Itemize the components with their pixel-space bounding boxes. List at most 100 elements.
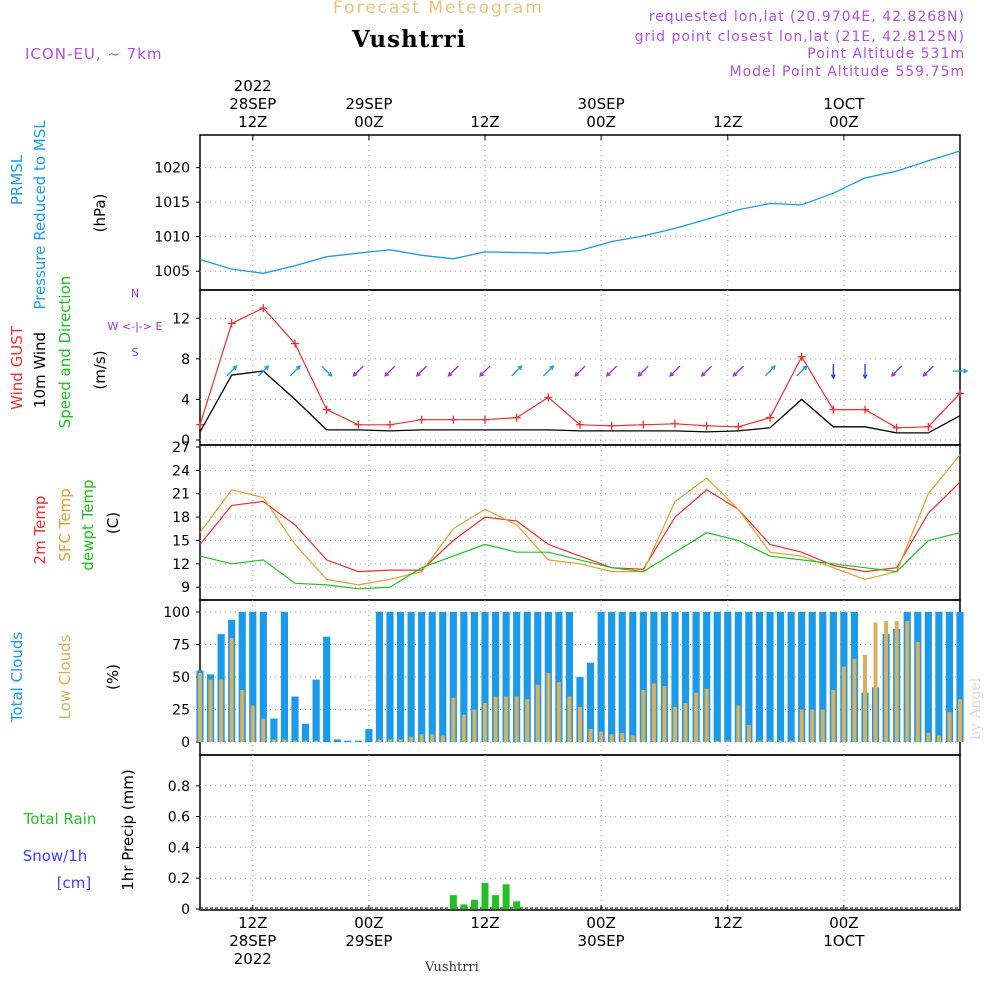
y-tick-label: 0 <box>181 735 190 751</box>
total-cloud-bar <box>428 612 436 742</box>
wind-direction-arrow <box>511 365 523 377</box>
total-cloud-bar <box>513 612 521 742</box>
total-cloud-bar <box>396 612 405 742</box>
y-tick-label: 25 <box>172 703 190 719</box>
gust-marker <box>449 415 458 424</box>
snow-unit: [cm] <box>57 874 92 892</box>
rain-bar <box>460 904 468 909</box>
arrow-head <box>732 371 738 377</box>
low-cloud-bar <box>546 673 551 742</box>
low-cloud-bar <box>831 690 836 742</box>
y-tick-label: 50 <box>172 670 190 686</box>
low-cloud-bar <box>957 699 963 742</box>
clouds-unit: (%) <box>104 664 122 690</box>
total-cloud-bar <box>270 718 278 742</box>
gust-marker <box>734 422 743 431</box>
total-cloud-bar <box>586 662 595 742</box>
low-cloud-bar <box>197 673 203 742</box>
arrow-head <box>264 365 270 371</box>
arrow-shaft <box>416 365 428 377</box>
total-cloud-bar <box>639 612 647 742</box>
low-cloud-bar <box>525 699 530 742</box>
gust-marker <box>291 339 299 348</box>
gust-marker <box>956 389 964 398</box>
bottom-time-label: 12Z <box>713 914 742 932</box>
snow-title: Snow/1h <box>23 847 88 865</box>
low-cloud-bar <box>482 703 488 742</box>
total-cloud-bar <box>787 612 795 742</box>
y-tick-label: 18 <box>172 510 190 526</box>
bottom-time-label: 00Z <box>354 914 383 932</box>
top-time-label: 2022 <box>234 77 272 95</box>
arrow-shaft <box>732 365 744 377</box>
bottom-time-label: 28SEP <box>229 932 276 950</box>
wind-10m-title: 10m Wind <box>31 332 49 408</box>
gust-marker <box>766 413 774 422</box>
total-cloud-bar <box>671 612 679 742</box>
low-cloud-bar <box>588 729 593 742</box>
top-time-label: 12Z <box>470 113 499 131</box>
gust-marker <box>417 415 426 424</box>
gust-marker <box>196 420 204 429</box>
arrow-head <box>605 371 611 377</box>
point-altitude: Point Altitude 531m <box>807 46 965 62</box>
low-cloud-bar <box>398 739 403 742</box>
low-cloud-bar <box>440 735 445 742</box>
y-tick-label: 1010 <box>154 230 190 246</box>
low-cloud-bar <box>778 740 783 742</box>
pressure-title-short: PRMSL <box>8 154 26 205</box>
temp-unit: (C) <box>104 512 122 534</box>
total-cloud-bar <box>291 696 299 742</box>
total-cloud-bar <box>481 612 489 742</box>
top-time-label: 00Z <box>586 113 615 131</box>
low-cloud-bar <box>947 712 952 742</box>
total-cloud-bar <box>924 612 932 742</box>
total-cloud-bar <box>819 612 827 742</box>
top-time-label: 12Z <box>713 113 742 131</box>
top-time-label: 30SEP <box>578 95 625 113</box>
compass-south: S <box>132 346 139 359</box>
total-cloud-bar <box>808 612 816 742</box>
low-cloud-bar <box>789 740 794 742</box>
arrow-shaft <box>574 365 586 377</box>
low-cloud-bar <box>694 692 699 742</box>
gust-marker <box>227 319 236 328</box>
top-time-label: 28SEP <box>229 95 276 113</box>
arrow-shaft <box>226 365 238 377</box>
total-cloud-bar <box>386 612 394 742</box>
total-cloud-bar <box>439 612 447 742</box>
low-cloud-bar <box>451 697 456 742</box>
rain-bar <box>449 895 457 909</box>
y-tick-label: 9 <box>181 580 190 596</box>
low-cloud-bar <box>936 735 941 742</box>
arrow-head <box>327 371 333 377</box>
y-tick-label: 12 <box>172 311 190 327</box>
low-cloud-bar <box>504 696 509 742</box>
location-title: Vushtrri <box>352 26 467 53</box>
arrow-head <box>890 371 896 377</box>
bottom-time-label: 00Z <box>829 914 858 932</box>
low-cloud-bar <box>620 732 625 742</box>
low-cloud-bar <box>641 690 646 742</box>
arrow-shaft <box>701 365 713 377</box>
low-cloud-bar <box>556 682 561 742</box>
total-cloud-bar <box>460 612 468 742</box>
total-cloud-bar <box>956 612 964 742</box>
low-cloud-bar <box>208 679 213 742</box>
arrow-head <box>802 365 808 371</box>
low-cloud-bar <box>725 740 730 742</box>
low-cloud-bar <box>377 739 382 742</box>
y-tick-label: 21 <box>172 487 190 503</box>
arrow-shaft <box>669 365 681 377</box>
low-cloud-bar <box>810 709 815 742</box>
low-cloud-bar <box>862 654 868 742</box>
gust-line <box>199 307 961 429</box>
wind-direction-arrow <box>669 365 681 377</box>
total-cloud-bar <box>798 612 806 742</box>
arrow-head <box>574 371 580 377</box>
wind-direction-arrow <box>352 365 364 377</box>
arrow-head <box>517 365 523 371</box>
wind-direction-arrow <box>542 365 555 377</box>
pressure-unit: (hPa) <box>91 194 109 233</box>
wind-direction-arrow <box>764 365 776 377</box>
